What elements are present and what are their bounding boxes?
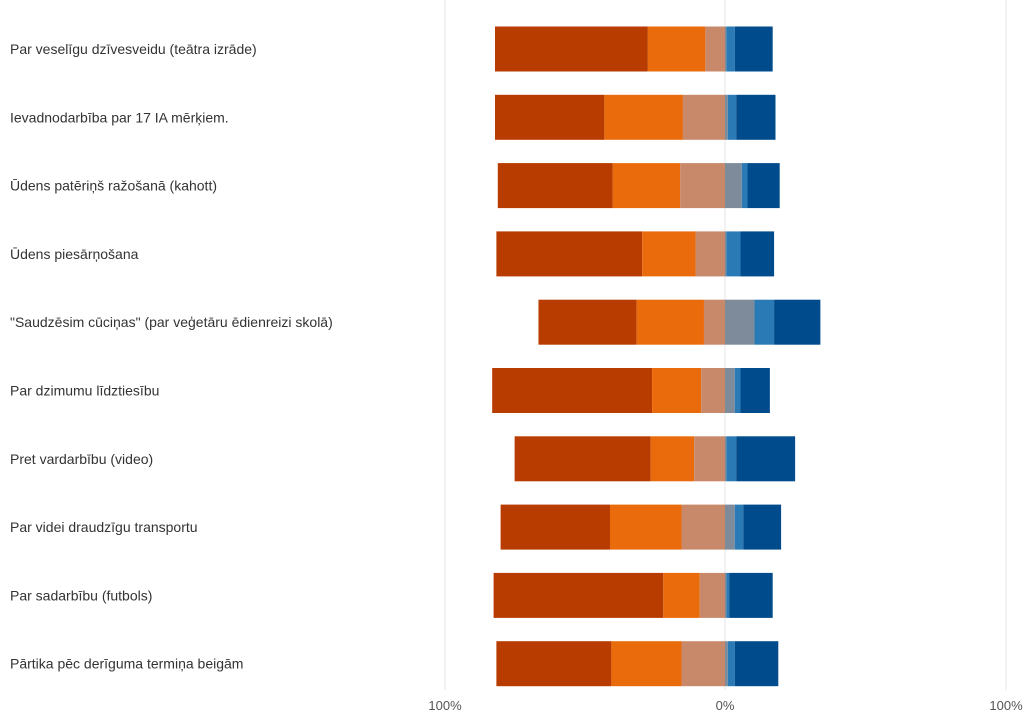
bar-segment <box>734 641 779 687</box>
bar-segment <box>514 436 651 482</box>
bar-segment <box>726 231 741 277</box>
bar-segment <box>494 26 648 72</box>
bar-segment <box>497 163 613 209</box>
bar-segment <box>740 231 775 277</box>
bar-segment <box>727 641 735 687</box>
bar-segment <box>612 163 681 209</box>
x-tick-label-zero: 0% <box>716 698 735 713</box>
bar-segment <box>500 504 610 550</box>
category-label: Pārtika pēc derīguma termiņa beigām <box>10 656 243 672</box>
bar-segment <box>496 231 643 277</box>
bar-segment <box>663 572 700 618</box>
x-tick-label-left: 100% <box>428 698 462 713</box>
bar-segment <box>703 299 725 345</box>
bar-segment <box>694 436 725 482</box>
bar-segment <box>538 299 637 345</box>
bar-segment <box>611 641 682 687</box>
bar-segment <box>734 504 744 550</box>
bar-segment <box>725 368 735 413</box>
bar-segment <box>725 436 727 482</box>
bar-segment <box>734 368 741 413</box>
bar-segment <box>496 641 612 687</box>
bar-segment <box>726 26 735 72</box>
category-label: Par veselīgu dzīvesveidu (teātra izrāde) <box>10 41 257 57</box>
bar-segment <box>681 641 725 687</box>
bar-segment <box>725 163 742 209</box>
bar-segment <box>736 94 776 140</box>
bar-segment <box>647 26 706 72</box>
bar-segment <box>743 504 782 550</box>
bar-segment <box>682 94 725 140</box>
bar-segment <box>681 504 725 550</box>
category-label: Ūdens piesārņošana <box>10 246 139 262</box>
bar-segment <box>680 163 725 209</box>
bar-segment <box>642 231 696 277</box>
bar-segment <box>492 368 653 413</box>
bar-segment <box>494 94 605 140</box>
bar-segment <box>725 26 727 72</box>
bars <box>492 26 821 687</box>
bar-segment <box>695 231 725 277</box>
category-label: Par sadarbību (futbols) <box>10 587 152 603</box>
bar-segment <box>652 368 702 413</box>
bar-segment <box>734 26 773 72</box>
bar-segment <box>650 436 695 482</box>
bar-segment <box>725 299 755 345</box>
bar-segment <box>699 572 725 618</box>
category-label: Ūdens patēriņš ražošanā (kahott) <box>10 178 217 194</box>
bar-segment <box>725 504 735 550</box>
bar-segment <box>740 368 770 413</box>
bar-segment <box>726 572 730 618</box>
category-label: Par videi draudzīgu transportu <box>10 519 198 535</box>
bar-segment <box>726 436 737 482</box>
category-label: Par dzimumu līdztiesību <box>10 383 159 399</box>
bar-segment <box>493 572 664 618</box>
category-label: Pret vardarbību (video) <box>10 451 153 467</box>
bar-segment <box>729 572 773 618</box>
category-label: "Saudzēsim cūciņas" (par veģetāru ēdienr… <box>10 314 333 330</box>
category-label: Ievadnodarbība par 17 IA mērķiem. <box>10 109 229 125</box>
bar-segment <box>774 299 821 345</box>
bar-segment <box>725 572 727 618</box>
bar-segment <box>736 436 796 482</box>
bar-segment <box>705 26 725 72</box>
x-tick-labels: 100% 0% 100% <box>428 698 1023 713</box>
bar-segment <box>604 94 683 140</box>
bar-segment <box>725 94 728 140</box>
bar-segment <box>727 94 737 140</box>
bar-segment <box>701 368 725 413</box>
bar-segment <box>747 163 780 209</box>
bar-segment <box>741 163 748 209</box>
category-labels: Par veselīgu dzīvesveidu (teātra izrāde)… <box>10 41 333 672</box>
bar-segment <box>636 299 704 345</box>
bar-segment <box>754 299 775 345</box>
bar-segment <box>725 641 728 687</box>
bar-segment <box>725 231 727 277</box>
x-tick-label-right: 100% <box>989 698 1023 713</box>
bar-segment <box>609 504 682 550</box>
